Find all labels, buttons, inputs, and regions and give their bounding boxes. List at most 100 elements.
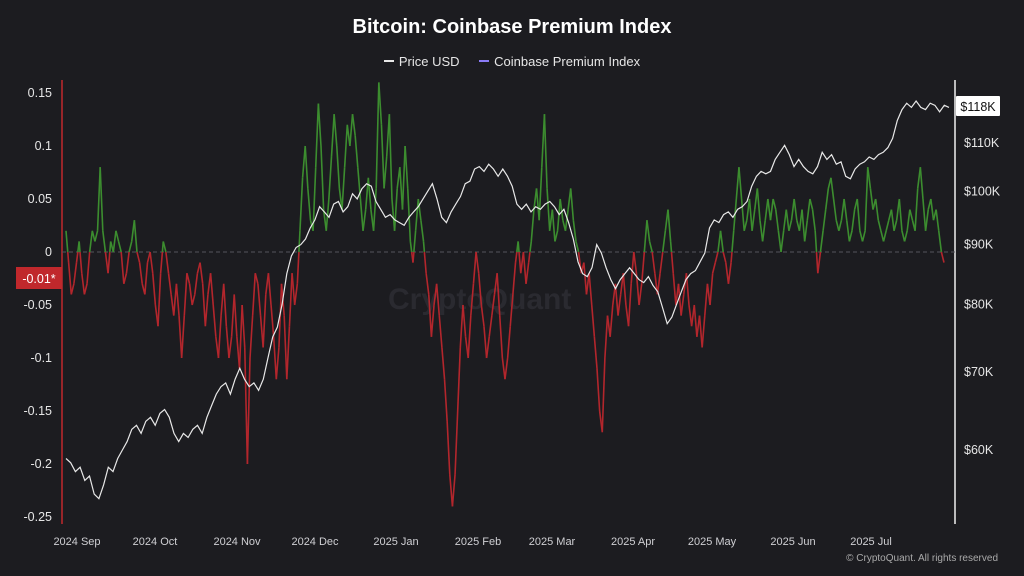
premium-segment: [175, 283, 180, 316]
right-tick-label: $60K: [964, 443, 994, 457]
premium-segment: [785, 209, 790, 231]
left-tick-label: -0.15: [24, 404, 53, 418]
premium-segment: [125, 251, 130, 274]
premium-segment: [743, 220, 748, 231]
x-tick-label: 2025 Jun: [770, 536, 815, 548]
premium-segment: [774, 209, 780, 231]
premium-segment: [630, 251, 635, 284]
premium-segment: [188, 283, 193, 306]
premium-segment: [443, 379, 448, 422]
premium-segment: [483, 326, 488, 359]
legend-label-price: Price USD: [398, 53, 460, 69]
premium-segment: [275, 347, 280, 380]
x-tick-label: 2025 Apr: [611, 536, 655, 548]
premium-segment: [851, 209, 856, 231]
premium-segment: [861, 230, 866, 242]
premium-segment: [412, 251, 415, 263]
premium-segment: [874, 198, 880, 221]
premium-segment: [312, 167, 317, 231]
legend-label-premium: Coinbase Premium Index: [494, 53, 641, 69]
premium-segment: [601, 357, 606, 433]
premium-segment: [803, 220, 809, 242]
premium-segment: [299, 177, 304, 231]
premium-segment: [801, 209, 806, 242]
premium-segment: [414, 198, 420, 231]
premium-segment: [761, 220, 767, 242]
premium-segment: [333, 114, 338, 147]
premium-segment: [670, 251, 675, 274]
premium-segment: [422, 241, 426, 253]
premium-segment: [731, 230, 735, 253]
premium-segment: [506, 326, 512, 359]
premium-segment: [406, 188, 412, 242]
premium-segment: [806, 198, 811, 221]
premium-segment: [151, 273, 157, 306]
premium-segment: [438, 315, 443, 348]
premium-segment: [254, 273, 259, 284]
legend-item-price[interactable]: Price USD: [383, 53, 460, 69]
premium-segment: [717, 230, 722, 253]
premium-segment: [73, 262, 78, 284]
premium-segment: [209, 273, 215, 306]
premium-segment: [425, 273, 430, 295]
premium-segment: [751, 209, 756, 231]
premium-segment: [504, 357, 509, 380]
premium-segment: [725, 262, 730, 284]
premium-segment: [417, 198, 422, 221]
premium-segment: [525, 262, 530, 284]
premium-segment: [107, 251, 111, 274]
premium-segment: [522, 251, 527, 284]
premium-segment: [814, 230, 818, 253]
premium-segment: [822, 209, 827, 231]
premium-segment: [575, 241, 580, 253]
premium-segment: [711, 262, 717, 274]
premium-segment: [243, 347, 249, 465]
premium-segment: [393, 188, 399, 231]
premium-segment: [588, 273, 593, 306]
premium-segment: [341, 167, 346, 210]
premium-segment: [86, 251, 91, 284]
premium-segment: [824, 188, 830, 210]
premium-segment: [435, 283, 441, 316]
premium-segment: [769, 198, 774, 221]
premium-segment: [659, 251, 664, 274]
premium-segment: [880, 230, 885, 242]
premium-segment: [272, 336, 278, 380]
premium-segment: [901, 230, 906, 242]
legend-item-premium[interactable]: Coinbase Premium Index: [479, 54, 640, 69]
premium-segment: [91, 230, 96, 242]
premium-segment: [866, 167, 872, 189]
premium-segment: [811, 209, 816, 231]
premium-segment: [809, 198, 814, 210]
premium-segment: [930, 198, 935, 221]
premium-segment: [777, 230, 782, 253]
premium-segment: [780, 230, 785, 253]
premium-segment: [446, 421, 451, 475]
premium-segment: [509, 294, 514, 327]
premium-segment: [456, 347, 462, 412]
premium-segment: [817, 251, 822, 274]
premium-segment: [123, 273, 128, 284]
premium-segment: [767, 198, 772, 221]
current-price-box: [956, 96, 1000, 116]
premium-segment: [514, 251, 518, 263]
premium-segment: [307, 188, 312, 221]
right-tick-label: $90K: [964, 238, 994, 252]
premium-segment: [241, 304, 246, 348]
premium-segment: [441, 347, 446, 380]
current-premium-box: [16, 267, 62, 289]
premium-segment: [354, 135, 359, 168]
premium-segment: [848, 230, 853, 242]
premium-segment: [367, 177, 372, 210]
premium-segment: [572, 220, 577, 242]
premium-segment: [604, 315, 609, 359]
premium-segment: [186, 273, 191, 284]
premium-segment: [764, 198, 769, 221]
premium-segment: [480, 304, 485, 327]
premium-segment: [719, 230, 724, 253]
premium-segment: [467, 315, 472, 359]
premium-segment: [730, 251, 733, 263]
premium-segment: [551, 209, 556, 242]
premium-segment: [238, 304, 243, 369]
premium-segment: [477, 273, 483, 306]
